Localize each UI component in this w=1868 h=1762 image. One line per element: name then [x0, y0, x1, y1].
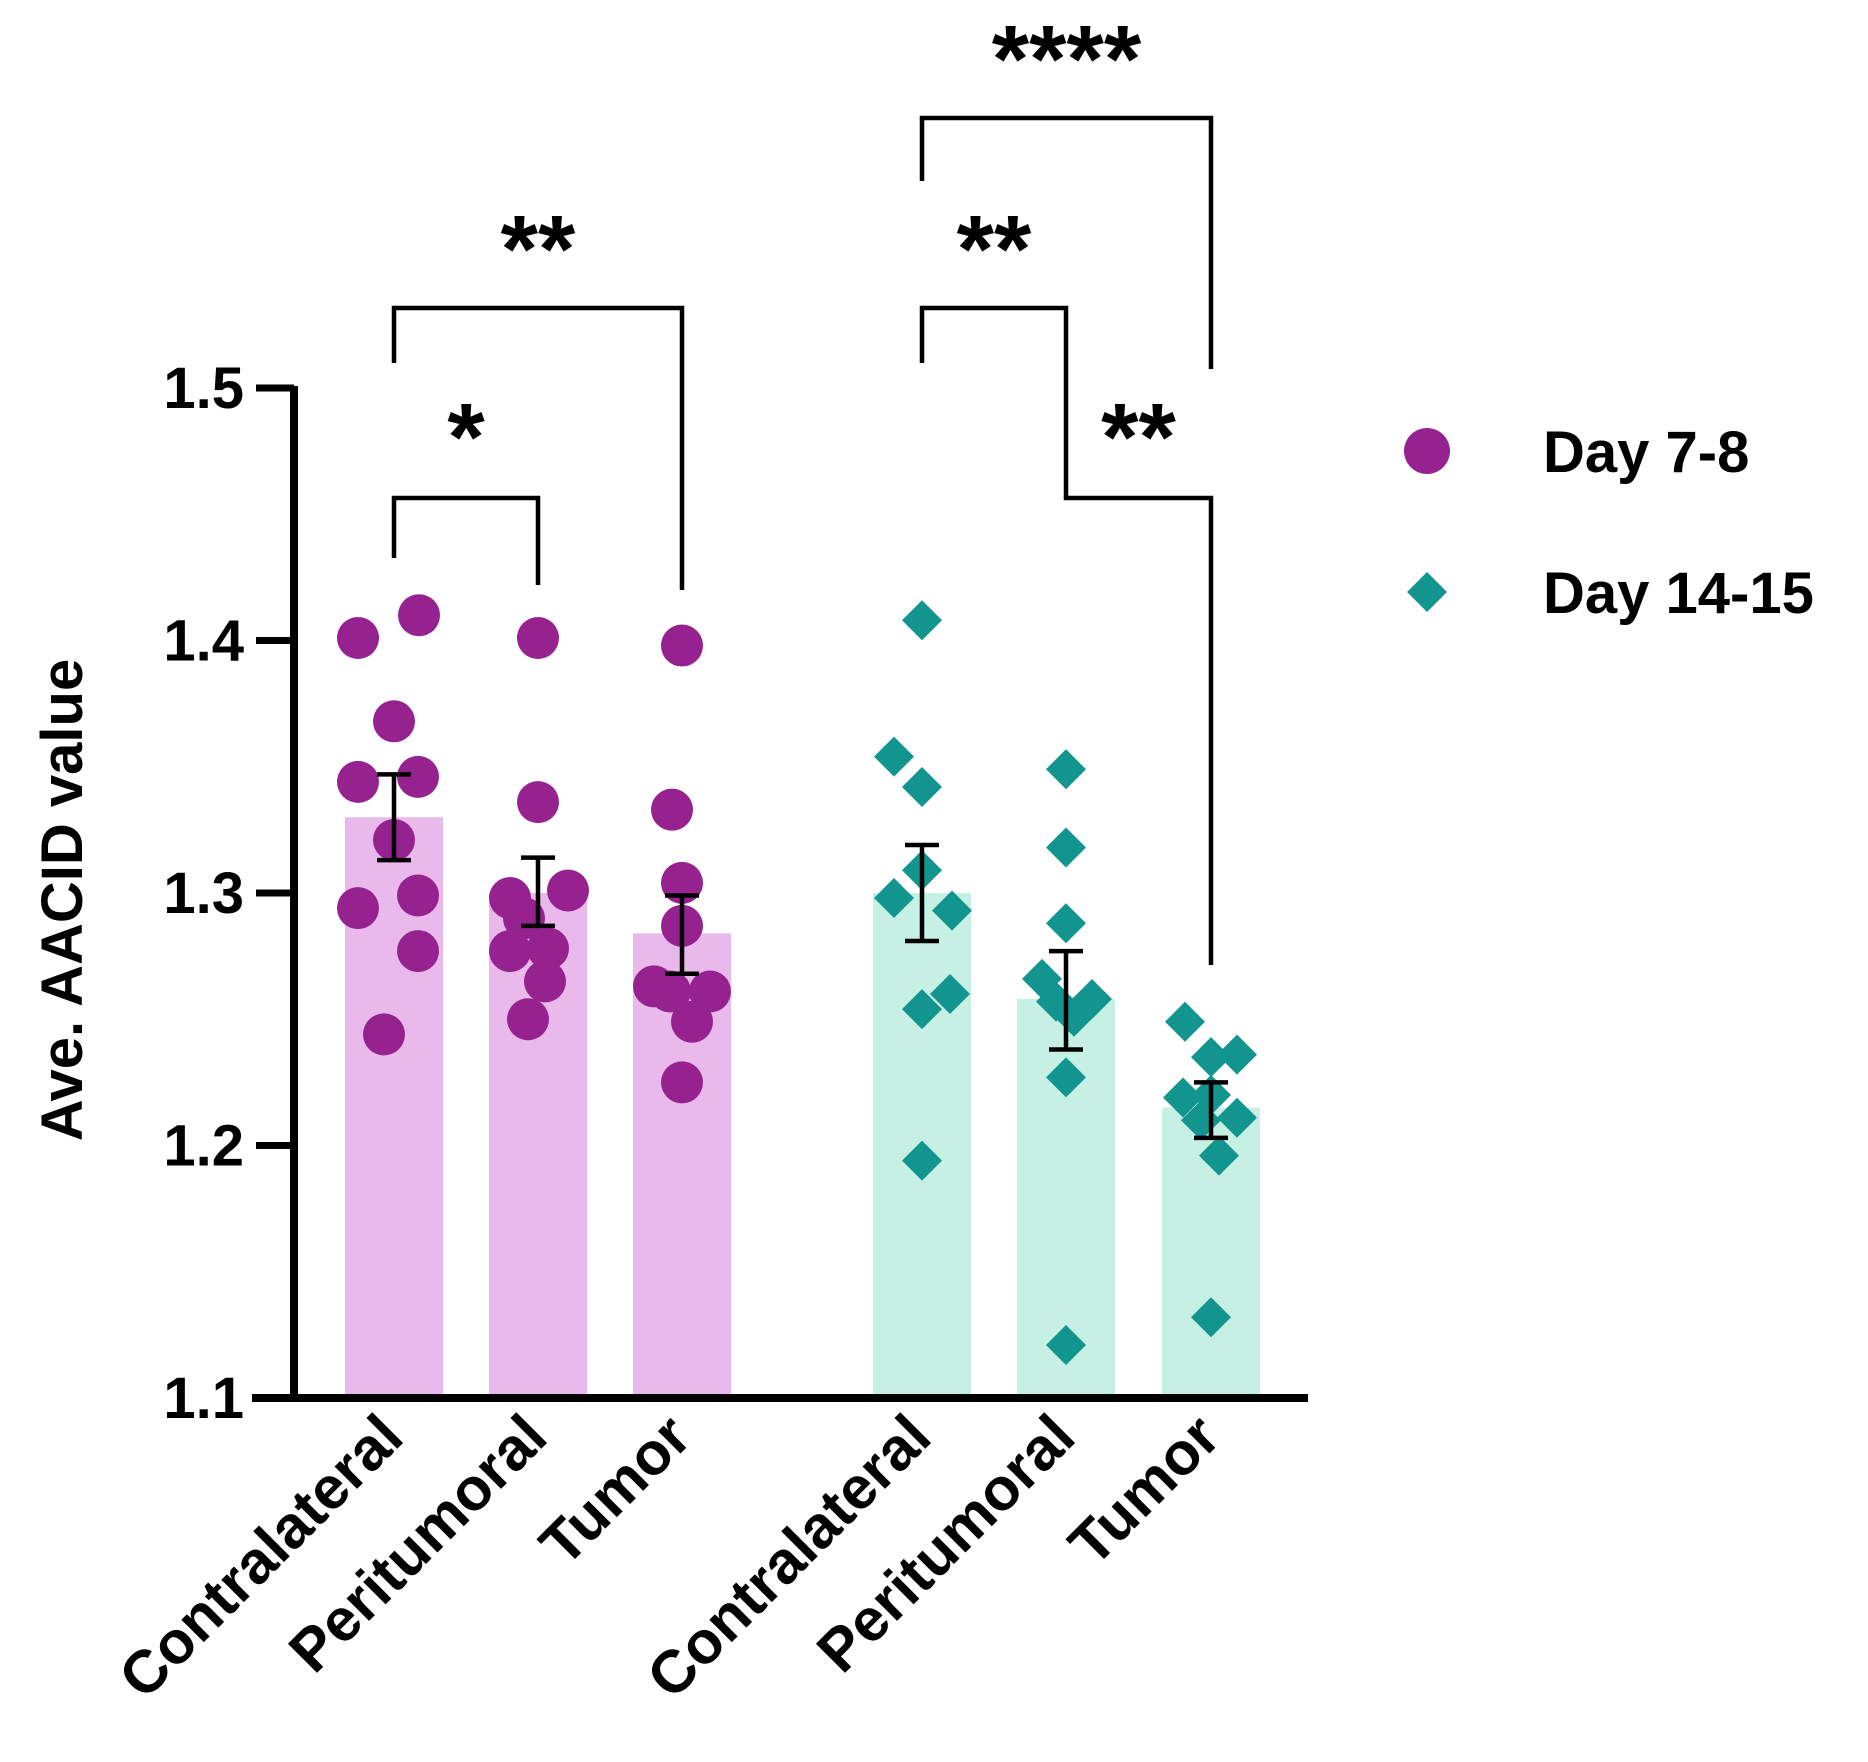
- point-day-14-15-contralateral: [902, 766, 942, 807]
- y-tick-label: 1.3: [163, 861, 244, 926]
- point-day-7-8-contralateral: [397, 874, 439, 917]
- point-day-14-15-peritumoral: [1046, 749, 1086, 790]
- point-day-14-15-contralateral: [930, 974, 970, 1014]
- legend-item: Day 14-15: [1407, 561, 1814, 626]
- x-tick-label-day-7-8-tumor: Tumor: [527, 1402, 703, 1578]
- legend: Day 7-8 Day 14-15: [1404, 420, 1814, 626]
- point-day-14-15-tumor: [1199, 1135, 1239, 1176]
- point-day-14-15-contralateral: [902, 600, 942, 641]
- point-day-7-8-contralateral: [337, 760, 379, 803]
- error-bar-day-7-8-contralateral: [377, 772, 411, 863]
- point-day-7-8-tumor: [661, 1061, 703, 1104]
- error-bar-day-14-15-tumor: [1194, 1080, 1228, 1141]
- significance-label: **: [957, 196, 1032, 303]
- point-day-7-8-contralateral: [363, 1013, 405, 1056]
- significance-layer: *** ********: [391, 6, 1214, 965]
- legend-marker-diamond: [1407, 572, 1447, 612]
- point-day-14-15-tumor: [1217, 1034, 1257, 1075]
- y-tick-label: 1.4: [163, 609, 244, 674]
- point-day-7-8-contralateral: [397, 755, 439, 798]
- point-day-14-15-contralateral: [932, 890, 972, 931]
- significance-bracket: ****: [919, 6, 1214, 369]
- point-day-7-8-peritumoral: [517, 616, 559, 659]
- point-day-7-8-contralateral: [373, 700, 415, 743]
- point-day-7-8-tumor: [671, 1000, 713, 1043]
- point-day-14-15-tumor: [1217, 1097, 1257, 1138]
- point-day-7-8-tumor: [661, 624, 703, 667]
- error-bar-day-14-15-peritumoral: [1049, 948, 1083, 1052]
- point-day-14-15-contralateral: [874, 736, 914, 777]
- y-tick-label: 1.5: [163, 356, 244, 421]
- error-bar-day-14-15-contralateral: [905, 842, 939, 944]
- legend-label: Day 14-15: [1543, 561, 1814, 626]
- error-bar-day-7-8-tumor: [665, 893, 699, 977]
- significance-bracket: **: [919, 196, 1069, 369]
- significance-label: **: [501, 196, 576, 303]
- point-day-7-8-peritumoral: [507, 998, 549, 1041]
- x-tick-label-day-14-15-tumor: Tumor: [1056, 1402, 1232, 1578]
- point-day-14-15-contralateral: [902, 989, 942, 1030]
- legend-item: Day 7-8: [1404, 420, 1749, 485]
- legend-marker-circle: [1404, 428, 1450, 474]
- significance-bracket: **: [391, 196, 685, 590]
- legend-label: Day 7-8: [1543, 420, 1749, 485]
- point-day-7-8-contralateral: [337, 887, 379, 930]
- point-day-14-15-tumor: [1165, 1001, 1205, 1042]
- ytick-layer: 1.1 1.2 1.3 1.4 1.5: [163, 356, 294, 1431]
- point-day-7-8-tumor: [651, 788, 693, 831]
- point-day-7-8-tumor: [649, 970, 691, 1013]
- point-day-7-8-peritumoral: [503, 897, 545, 940]
- point-day-7-8-contralateral: [398, 594, 440, 637]
- significance-bracket: *: [391, 384, 541, 585]
- point-day-14-15-tumor: [1163, 1077, 1203, 1118]
- errorbar-layer: [377, 772, 1228, 1141]
- point-day-14-15-tumor: [1191, 1037, 1231, 1078]
- point-day-7-8-peritumoral: [517, 781, 559, 824]
- significance-label: *: [447, 384, 485, 491]
- point-day-14-15-peritumoral: [1046, 903, 1086, 944]
- point-day-7-8-contralateral: [337, 616, 379, 659]
- point-day-7-8-contralateral: [397, 930, 439, 973]
- point-day-7-8-tumor: [689, 970, 731, 1013]
- point-day-7-8-peritumoral: [547, 869, 589, 912]
- point-day-14-15-contralateral: [902, 1140, 942, 1181]
- point-day-14-15-tumor: [1191, 1297, 1231, 1338]
- significance-label: ****: [992, 6, 1142, 113]
- xlabel-layer: ContralateralPeritumoralTumorContralater…: [106, 1402, 1232, 1711]
- points-layer: [337, 594, 1257, 1365]
- significance-label: **: [1101, 384, 1176, 491]
- y-tick-label: 1.2: [163, 1114, 244, 1179]
- error-bar-day-7-8-peritumoral: [521, 855, 555, 929]
- y-tick-label: 1.1: [163, 1366, 244, 1431]
- point-day-14-15-peritumoral: [1046, 1324, 1086, 1365]
- bars-layer: [345, 817, 1260, 1398]
- point-day-14-15-contralateral: [874, 878, 914, 919]
- y-axis-title: Ave. AACID value: [30, 659, 95, 1141]
- point-day-7-8-peritumoral: [527, 927, 569, 970]
- point-day-7-8-peritumoral: [524, 960, 566, 1003]
- point-day-7-8-peritumoral: [489, 930, 531, 973]
- point-day-14-15-peritumoral: [1046, 1057, 1086, 1098]
- point-day-14-15-peritumoral: [1046, 827, 1086, 868]
- significance-bracket: **: [1063, 369, 1214, 965]
